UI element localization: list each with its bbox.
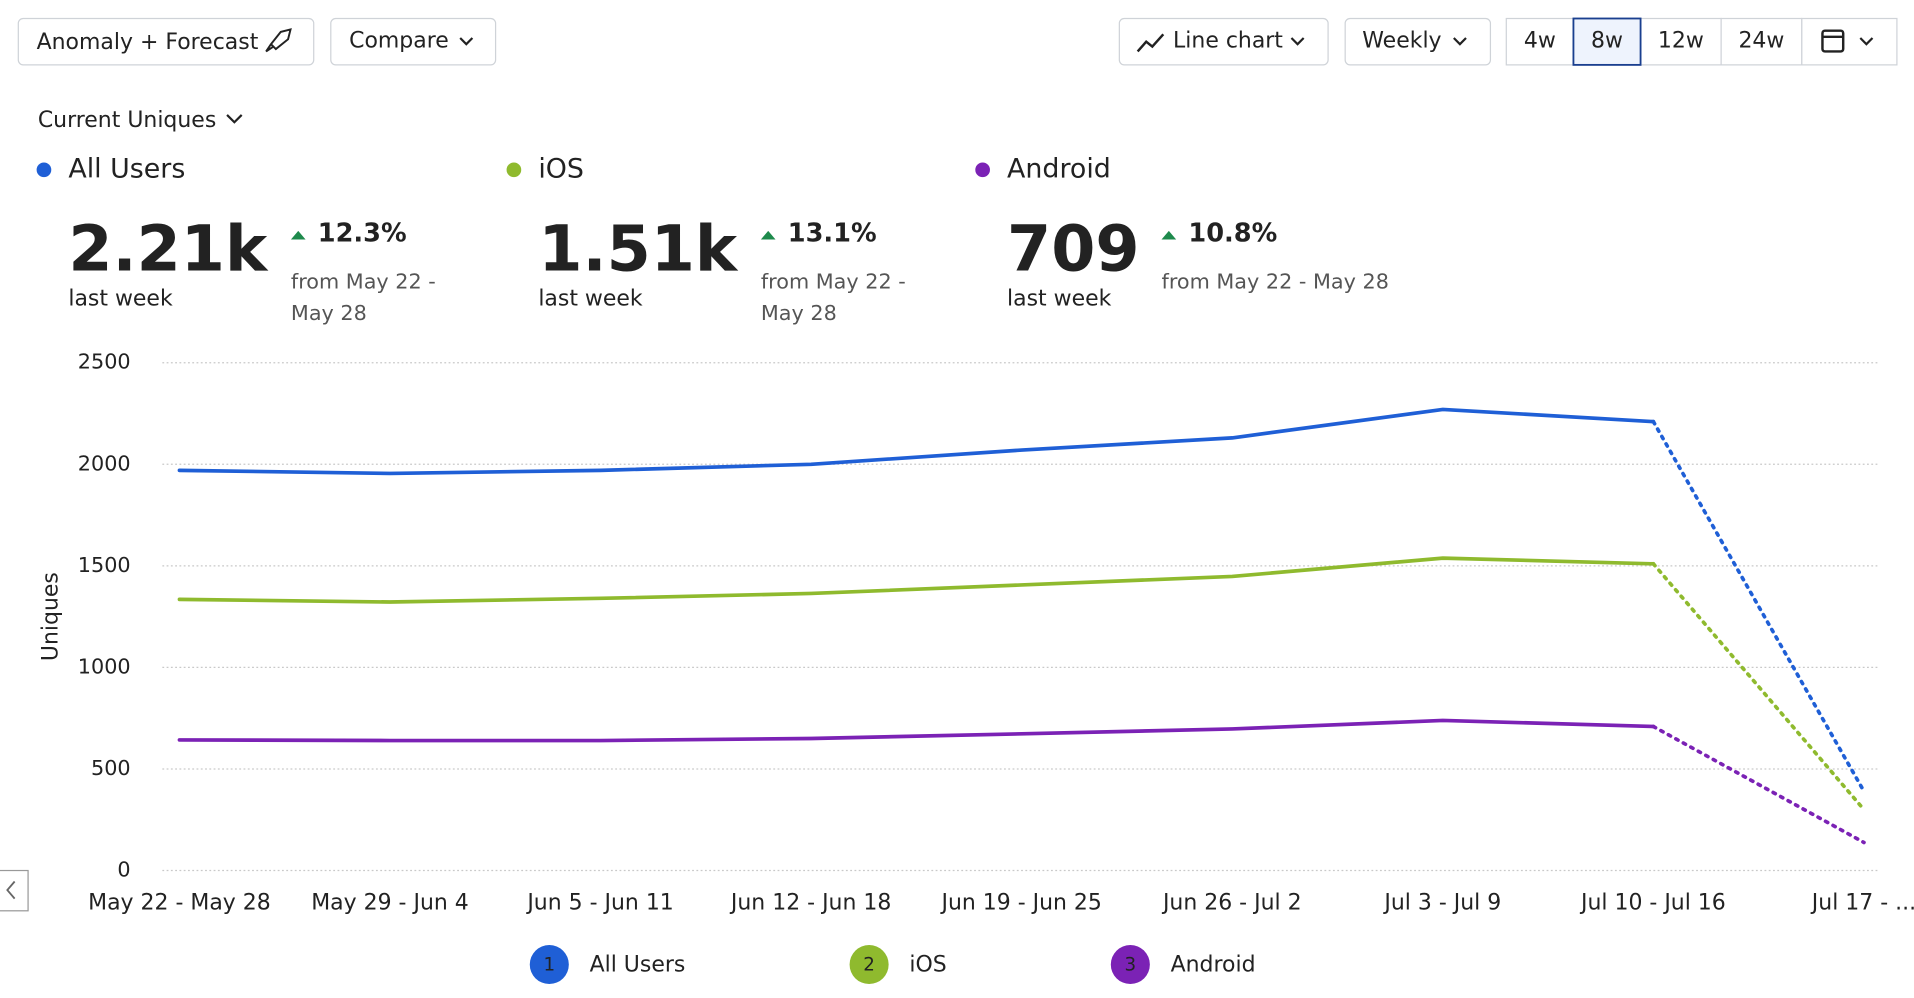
range-label: 24w — [1738, 29, 1784, 54]
y-tick-label: 1500 — [78, 553, 131, 577]
y-tick-label: 2500 — [78, 350, 131, 374]
anomaly-label: Anomaly + Forecast — [37, 30, 259, 55]
y-tick-label: 2000 — [78, 451, 131, 475]
change-label: 13.1% — [788, 219, 877, 249]
legend-label: Android — [1171, 953, 1256, 978]
x-tick-label: Jul 3 - Jul 9 — [1382, 890, 1501, 915]
series-line — [177, 407, 1656, 476]
y-tick-label: 500 — [91, 756, 131, 780]
chevron — [1859, 37, 1874, 46]
series-line — [177, 556, 1656, 604]
chevron — [1453, 37, 1467, 46]
interval-button[interactable] — [1344, 17, 1492, 66]
forecast-line — [1651, 724, 1866, 845]
metric-value: 2.21k — [68, 211, 269, 285]
left-arrow — [6, 880, 16, 900]
x-tick-label: May 29 - Jun 4 — [311, 890, 469, 915]
from-wrapper: from May 22 - May 28 — [290, 269, 436, 327]
compare-label: Compare — [349, 29, 449, 54]
range-label: 12w — [1658, 29, 1704, 54]
legend-number: 2 — [863, 955, 875, 976]
legend-number: 1 — [543, 955, 555, 976]
compare-button[interactable] — [330, 17, 497, 66]
metric-value: 709 — [1007, 211, 1140, 285]
legend-label: All Users — [590, 953, 686, 978]
y-tick-label: 1000 — [78, 654, 131, 678]
x-tick-label: Jul 10 - Jul 16 — [1579, 890, 1726, 915]
range-button[interactable] — [1720, 17, 1803, 66]
metric-selector[interactable]: Current Uniques — [38, 108, 216, 133]
legend-dot — [975, 162, 990, 178]
up-arrow — [1161, 230, 1177, 240]
legend-badge[interactable] — [849, 944, 889, 985]
range-button[interactable] — [1639, 17, 1722, 66]
x-tick-label: Jun 5 - Jun 11 — [525, 890, 673, 915]
series-line — [177, 718, 1656, 743]
up-arrow — [760, 230, 776, 240]
period-label: last week — [68, 286, 173, 311]
x-tick-label: Jun 19 - Jun 25 — [939, 890, 1101, 915]
y-axis-label: Uniques — [38, 572, 63, 661]
legend-badge[interactable] — [529, 944, 569, 985]
series-name: All Users — [68, 153, 185, 184]
series-name: Android — [1007, 153, 1111, 184]
comparison-period: from May 22 - May 28 — [760, 269, 906, 327]
range-selected — [1572, 17, 1642, 66]
rocket-icon — [265, 28, 292, 53]
range-button[interactable] — [1505, 17, 1575, 66]
anomaly-button[interactable] — [17, 17, 315, 66]
up-arrow — [290, 230, 306, 240]
y-tick-label: 0 — [117, 858, 130, 882]
legend-badge[interactable] — [1110, 944, 1150, 985]
period-label: last week — [1007, 286, 1112, 311]
series-name: iOS — [538, 153, 584, 184]
x-tick-label: Jul 17 - ... — [1810, 890, 1914, 915]
chevron — [459, 37, 474, 46]
chevron — [226, 114, 243, 124]
comparison-period: from May 22 - May 28 — [290, 269, 436, 327]
x-tick-label: May 22 - May 28 — [88, 890, 271, 915]
x-tick-label: Jun 12 - Jun 18 — [729, 890, 891, 915]
legend-label: iOS — [909, 953, 946, 978]
legend-dot — [506, 162, 522, 178]
from-wrapper: from May 22 - May 28 — [760, 269, 906, 327]
range-label: 8w — [1591, 29, 1623, 54]
calendar-button[interactable] — [1801, 17, 1898, 66]
calendar-icon — [1821, 29, 1845, 53]
from-wrapper: from May 22 - May 28 — [1161, 269, 1389, 295]
forecast-line — [1651, 419, 1866, 794]
collapse-button[interactable] — [0, 869, 29, 912]
period-label: last week — [538, 286, 643, 311]
x-tick-label: Jun 26 - Jul 2 — [1161, 890, 1302, 915]
forecast-line — [1651, 561, 1866, 812]
change-label: 10.8% — [1188, 219, 1277, 249]
comparison-period: from May 22 - May 28 — [1161, 269, 1389, 295]
chart-type-button[interactable] — [1118, 17, 1329, 66]
range-label: 4w — [1524, 29, 1556, 54]
metric-value: 1.51k — [538, 211, 739, 285]
chart-type-label: Line chart — [1173, 29, 1283, 54]
line-icon — [1136, 33, 1165, 53]
legend-number: 3 — [1125, 955, 1137, 976]
change-label: 12.3% — [318, 219, 407, 249]
interval-label: Weekly — [1362, 29, 1441, 54]
chevron — [1290, 37, 1305, 46]
legend-dot — [36, 162, 52, 178]
